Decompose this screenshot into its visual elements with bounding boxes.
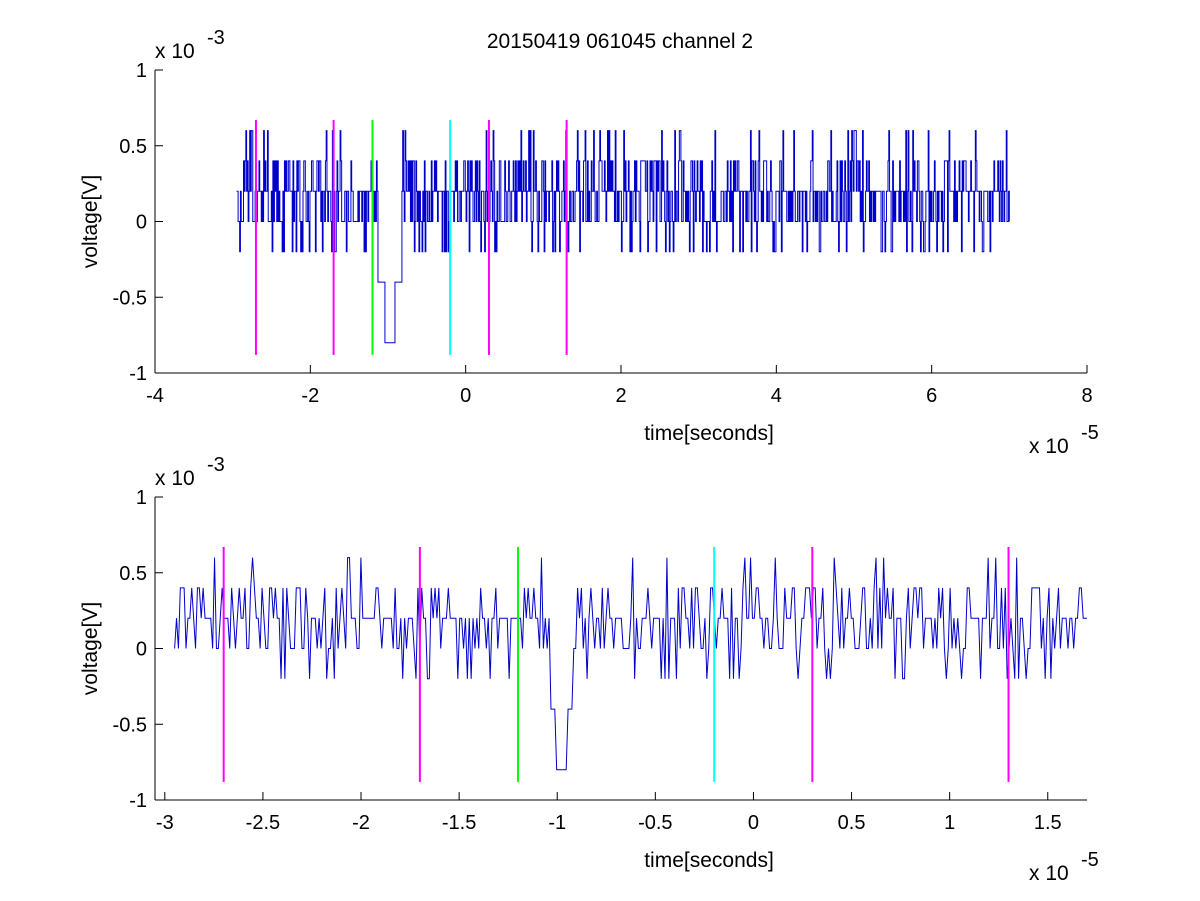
x-tick-label: 1 [944, 812, 955, 834]
x-tick-label: 6 [926, 385, 937, 407]
y-tick-label: 1 [136, 487, 147, 509]
y-tick-label: 0.5 [119, 136, 147, 158]
x-tick-label: -4 [146, 385, 164, 407]
x-tick-label: 0 [460, 385, 471, 407]
x-axis-label: time[seconds] [644, 422, 774, 445]
y-multiplier-exponent: -3 [207, 454, 225, 476]
x-tick-label: 0.5 [838, 812, 866, 834]
y-axis-label: voltage[V] [79, 602, 102, 695]
x-tick-label: 2 [615, 385, 626, 407]
y-tick-label: 0 [136, 639, 147, 661]
x-axis-label: time[seconds] [644, 849, 774, 872]
x-tick-label: 0 [748, 812, 759, 834]
y-tick-label: 1 [136, 60, 147, 82]
x-multiplier: x 10 [1029, 435, 1069, 458]
x-tick-label: -2 [352, 812, 370, 834]
x-tick-label: -2.5 [246, 812, 280, 834]
x-tick-label: -0.5 [638, 812, 672, 834]
x-tick-label: 1.5 [1034, 812, 1062, 834]
x-multiplier-exponent: -5 [1081, 849, 1099, 871]
y-multiplier-exponent: -3 [207, 27, 225, 49]
bottom-plot: -1 -0.5 0 0.5 1 -3 -2.5 -2 -1.5 -1 -0.5 0 0.5 1 1.5 tim… [79, 454, 1099, 885]
top-plot: -1 -0.5 0 0.5 1 -4 -2 0 2 4 6 8 time[seconds] voltage… [79, 27, 1099, 458]
x-tick-label: -1.5 [442, 812, 476, 834]
figure-title: 20150419 061045 channel 2 [487, 30, 753, 53]
x-tick-label: 4 [771, 385, 782, 407]
y-multiplier: x 10 [155, 467, 195, 490]
x-tick-label: -3 [156, 812, 174, 834]
y-tick-label: 0.5 [119, 563, 147, 585]
y-tick-label: -1 [129, 790, 147, 812]
y-tick-label: -1 [129, 363, 147, 385]
x-tick-label: 8 [1081, 385, 1092, 407]
x-multiplier-exponent: -5 [1081, 422, 1099, 444]
y-tick-label: -0.5 [113, 714, 147, 736]
x-tick-label: -2 [301, 385, 319, 407]
y-multiplier: x 10 [155, 40, 195, 63]
y-tick-label: 0 [136, 212, 147, 234]
signal-trace [174, 557, 1087, 771]
y-axis-label: voltage[V] [79, 175, 102, 268]
x-multiplier: x 10 [1029, 862, 1069, 885]
signal-trace [236, 130, 1010, 344]
y-tick-label: -0.5 [113, 287, 147, 309]
x-tick-label: -1 [548, 812, 566, 834]
